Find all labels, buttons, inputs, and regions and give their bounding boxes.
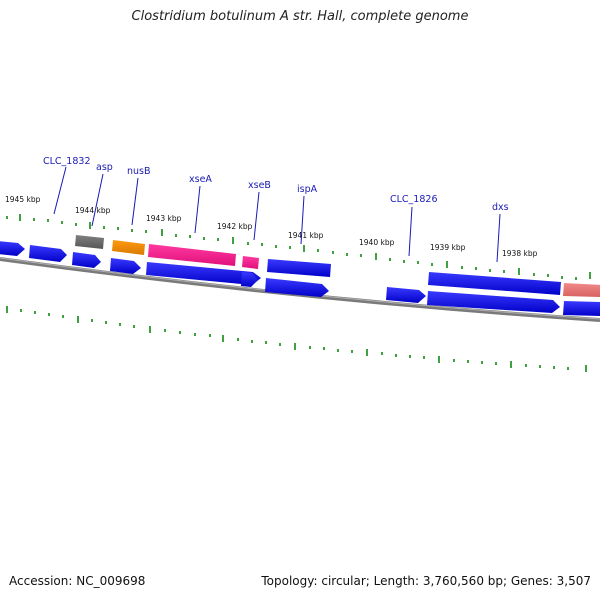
kbp-labels: 1945 kbp 1944 kbp 1943 kbp 1942 kbp 1941…	[5, 195, 538, 258]
gene-label-CLC_1826: CLC_1826	[390, 194, 438, 205]
cds-arrow[interactable]	[146, 262, 261, 285]
kbp-label-1944: 1944 kbp	[75, 206, 111, 215]
label-leader-line	[194, 185, 201, 234]
gene-label-xseB: xseB	[248, 180, 271, 191]
accession-text: Accession: NC_009698	[9, 574, 146, 588]
gene-label-xseA: xseA	[189, 174, 212, 185]
gene-feature-xseA[interactable]	[148, 244, 236, 266]
kbp-label-1945: 1945 kbp	[5, 195, 41, 204]
cds-arrow[interactable]	[265, 278, 329, 297]
gene-feature-dxs[interactable]	[563, 283, 600, 297]
kbp-label-1939: 1939 kbp	[430, 243, 466, 252]
gene-label-CLC_1832: CLC_1832	[43, 156, 91, 167]
kbp-label-1943: 1943 kbp	[146, 214, 182, 223]
minor-ticks-inner	[20, 309, 569, 370]
label-leader-line	[91, 173, 104, 227]
cds-arrow[interactable]	[72, 252, 101, 268]
gene-feature-CLC_1826[interactable]	[428, 272, 561, 295]
gene-feature-asp[interactable]	[75, 235, 104, 249]
gene-feature-xseB[interactable]	[242, 256, 259, 269]
cds-arrow[interactable]	[110, 258, 141, 274]
gene-label-dxs: dxs	[492, 202, 509, 213]
cds-arrow[interactable]	[29, 245, 67, 262]
cds-arrow[interactable]	[563, 301, 600, 316]
cds-arrow[interactable]	[386, 287, 426, 303]
outer-tick-ring: 1945 kbp 1944 kbp 1943 kbp 1942 kbp 1941…	[5, 195, 591, 280]
label-leader-line	[408, 206, 413, 257]
label-leader-line	[131, 177, 139, 226]
label-leader-line	[496, 213, 501, 263]
cds-arrow[interactable]	[241, 272, 258, 287]
cds-arrow[interactable]	[0, 241, 25, 256]
label-leader-line	[53, 166, 67, 215]
kbp-label-1938: 1938 kbp	[502, 249, 538, 258]
cds-arrow[interactable]	[427, 291, 560, 313]
forward-strand-features	[0, 235, 600, 297]
label-leader-line	[300, 195, 305, 245]
kbp-label-1941: 1941 kbp	[288, 231, 324, 240]
inner-tick-ring	[6, 306, 587, 372]
major-ticks-outer	[19, 214, 591, 279]
kbp-label-1942: 1942 kbp	[217, 222, 253, 231]
minor-ticks-outer	[6, 216, 577, 280]
label-leader-line	[253, 191, 260, 241]
kbp-label-1940: 1940 kbp	[359, 238, 395, 247]
gene-labels: CLC_1832 asp nusB xseA xseB ispA CLC_182…	[43, 156, 509, 263]
gene-label-asp: asp	[96, 162, 113, 173]
gene-label-ispA: ispA	[297, 184, 318, 195]
second-row-features	[72, 252, 600, 316]
gene-feature-ispA[interactable]	[267, 259, 331, 277]
gene-label-nusB: nusB	[127, 166, 151, 177]
gene-feature-nusB[interactable]	[112, 240, 145, 255]
genome-summary-text: Topology: circular; Length: 3,760,560 bp…	[261, 574, 591, 588]
map-title: Clostridium botulinum A str. Hall, compl…	[131, 9, 469, 24]
major-ticks-inner	[6, 306, 587, 372]
